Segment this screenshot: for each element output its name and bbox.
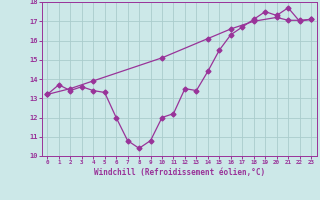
X-axis label: Windchill (Refroidissement éolien,°C): Windchill (Refroidissement éolien,°C) bbox=[94, 168, 265, 177]
